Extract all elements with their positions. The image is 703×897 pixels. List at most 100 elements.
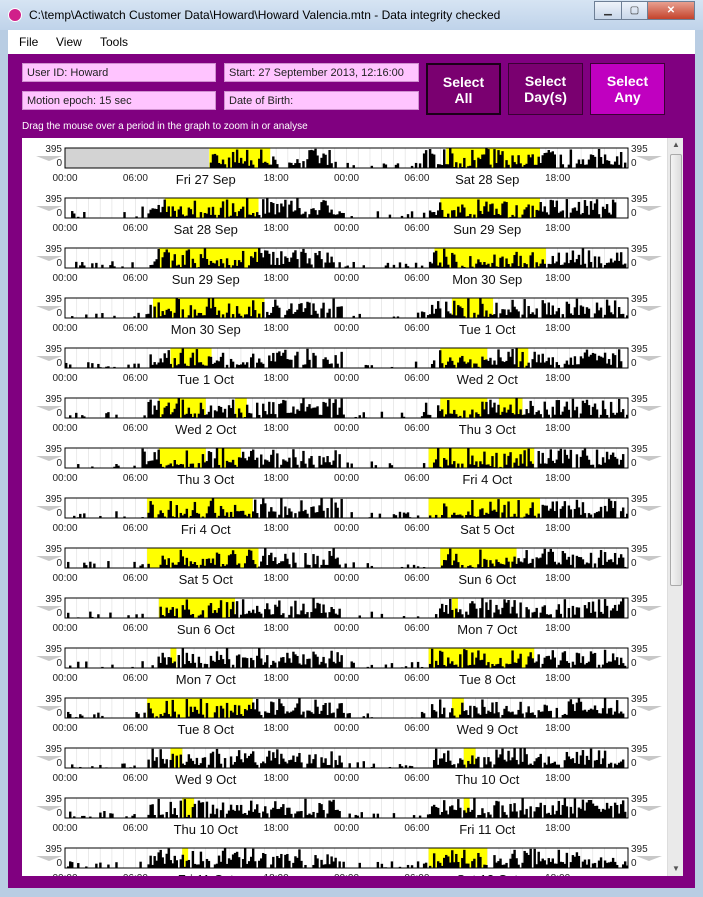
scale-down-arrow-icon[interactable] [36,156,62,161]
activity-bar [247,513,251,518]
activity-bar [519,701,522,718]
activity-bar [549,264,552,268]
scale-down-arrow-icon[interactable] [36,806,62,811]
activity-bar [545,864,548,868]
activity-bar [607,305,611,318]
activity-bar [505,202,508,218]
activity-bar [551,255,555,268]
vertical-scrollbar[interactable]: ▲ ▼ [667,138,683,876]
scale-down-arrow-icon[interactable] [36,656,62,661]
scale-down-arrow-icon[interactable] [636,406,662,411]
activity-bar [575,454,579,468]
activity-bar [551,406,555,418]
scale-down-arrow-icon[interactable] [36,506,62,511]
scale-down-arrow-icon[interactable] [36,356,62,361]
activity-bar [282,613,285,618]
activity-bar [272,752,275,768]
scale-down-arrow-icon[interactable] [636,256,662,261]
scale-down-arrow-icon[interactable] [636,656,662,661]
activity-bar [83,562,86,568]
scale-down-arrow-icon[interactable] [36,706,62,711]
activity-bar [83,815,86,818]
activity-bar [213,864,217,868]
activity-bar [247,265,251,268]
scale-down-arrow-icon[interactable] [636,456,662,461]
x-tick-label: 06:00 [123,223,148,234]
activity-bar [336,708,339,718]
scale-down-arrow-icon[interactable] [636,856,662,861]
activity-bar [467,448,470,468]
scale-down-arrow-icon[interactable] [636,706,662,711]
activity-bar [547,655,550,668]
scale-down-arrow-icon[interactable] [36,206,62,211]
scale-down-arrow-icon[interactable] [36,756,62,761]
maximize-button[interactable]: ▢ [621,1,648,20]
activity-bar [294,856,297,868]
activity-bar [69,415,72,418]
activity-bar [294,600,297,618]
scale-down-arrow-icon[interactable] [636,356,662,361]
scale-down-arrow-icon[interactable] [36,856,62,861]
activity-bar [599,857,603,868]
actogram-panel[interactable]: Fri 27 Sep Sat 28 Sep 00:00 06:00 18:00 00:00… [22,138,683,876]
activity-bar [153,261,156,268]
activity-bar [237,364,241,368]
scale-down-arrow-icon[interactable] [36,456,62,461]
activity-bar [617,713,621,718]
scale-down-arrow-icon[interactable] [636,306,662,311]
activity-bar [571,813,575,818]
scroll-down-icon[interactable]: ▼ [672,864,680,873]
activity-bar [489,560,492,568]
activity-bar [201,315,205,318]
activity-bar [559,814,563,818]
activity-bar [509,858,512,868]
scale-down-arrow-icon[interactable] [636,806,662,811]
scale-down-arrow-icon[interactable] [636,606,662,611]
activity-bar [183,609,187,618]
scrollbar-thumb[interactable] [670,154,682,586]
activity-bar [449,413,452,418]
minimize-button[interactable]: ▁ [594,1,622,20]
scale-down-arrow-icon[interactable] [36,556,62,561]
activity-bar [332,661,335,668]
select-any-button[interactable]: Select Any [590,63,665,115]
scale-down-arrow-icon[interactable] [636,206,662,211]
activity-bar [521,214,524,218]
activity-bar [254,251,257,268]
scroll-up-icon[interactable]: ▲ [672,140,680,149]
activity-bar [607,661,611,668]
menu-file[interactable]: File [19,35,39,49]
scale-down-arrow-icon[interactable] [36,606,62,611]
scale-down-arrow-icon[interactable] [636,556,662,561]
activity-bar [467,863,470,868]
activity-bar [497,404,500,418]
scale-down-arrow-icon[interactable] [636,506,662,511]
activity-bar [521,713,524,718]
select-all-button[interactable]: Select All [426,63,501,115]
activity-bar [203,663,207,668]
close-button[interactable]: ✕ [647,1,695,20]
activity-bar [557,364,561,368]
activity-bar [328,702,331,718]
activity-bar [625,513,629,518]
activity-bar [316,512,319,518]
scale-down-arrow-icon[interactable] [36,406,62,411]
activity-bar [270,864,273,868]
activity-bar [485,264,488,268]
scale-down-arrow-icon[interactable] [36,256,62,261]
activity-bar [609,861,613,868]
activity-bar [213,458,217,468]
select-days-button[interactable]: Select Day(s) [508,63,583,115]
activity-bar [173,254,176,268]
scale-down-arrow-icon[interactable] [636,756,662,761]
activity-bar [237,313,241,318]
activity-bar [497,213,500,218]
activity-bar [443,753,446,768]
menu-view[interactable]: View [56,35,82,49]
scale-down-arrow-icon[interactable] [36,306,62,311]
activity-bar [543,401,546,418]
scale-down-arrow-icon[interactable] [636,156,662,161]
x-tick-label: 18:00 [545,273,570,284]
menu-tools[interactable]: Tools [100,35,129,49]
